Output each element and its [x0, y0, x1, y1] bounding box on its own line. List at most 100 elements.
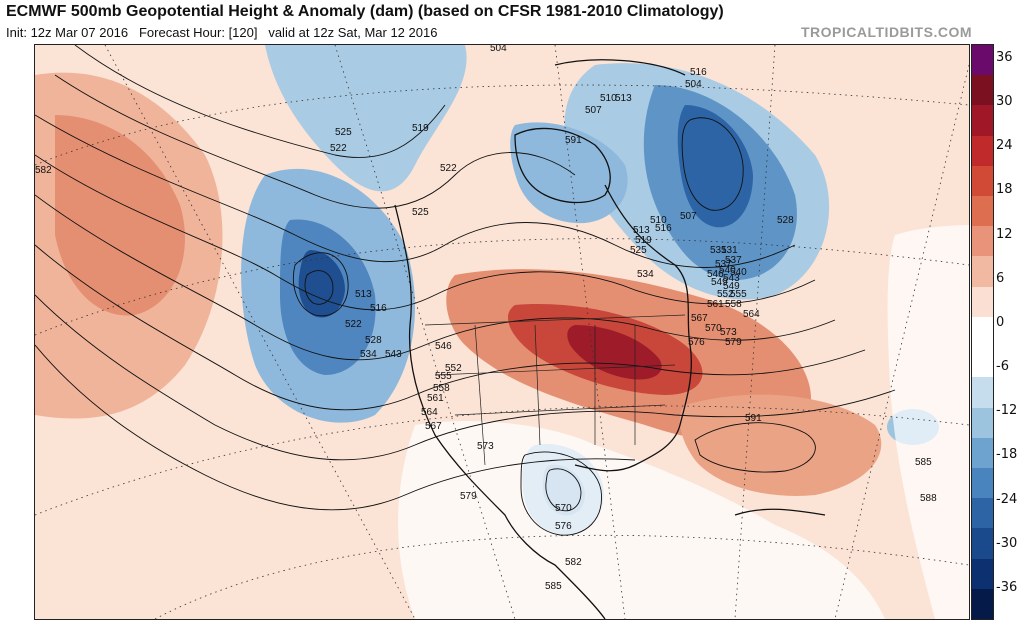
contour-label: 534: [637, 269, 654, 280]
colorbar-segment: [972, 347, 993, 378]
contour-label: 543: [723, 273, 740, 284]
colorbar-tick-label: -12: [996, 403, 1018, 419]
state-borders: [424, 314, 686, 466]
contour-label: 525: [335, 127, 352, 138]
height-contours: [35, 45, 896, 536]
contour-closed-high: [694, 422, 816, 473]
contour-line: [74, 45, 446, 158]
map-title: ECMWF 500mb Geopotential Height & Anomal…: [6, 3, 724, 20]
contour-line: [54, 74, 576, 209]
anomaly-cold-north: [265, 45, 467, 192]
colorbar-segment: [972, 165, 993, 197]
contour-label: 507: [585, 105, 602, 116]
colorbar-segment: [972, 558, 993, 590]
contour-label: 540: [719, 265, 736, 276]
grid-line: [734, 45, 776, 619]
contour-label: 573: [720, 327, 737, 338]
contour-label: 558: [433, 383, 450, 394]
border-line: [474, 324, 486, 466]
contour-label: 552: [717, 289, 734, 300]
contour-closed-low: [304, 270, 334, 305]
border-line: [534, 324, 541, 446]
forecast-hour: Forecast Hour: [120]: [138, 25, 258, 40]
colorbar-segment: [972, 105, 993, 137]
contour-label: 570: [705, 323, 722, 334]
anomaly-neutral-east: [887, 225, 969, 619]
contour-label: 522: [330, 143, 347, 154]
colorbar-segment: [972, 45, 993, 76]
contour-label: 522: [345, 319, 362, 330]
init-time: Init: 12z Mar 07 2016: [6, 25, 129, 40]
colorbar-tick-label: 30: [996, 94, 1013, 110]
contour-label: 516: [370, 303, 387, 314]
contour-closed-low: [545, 468, 582, 512]
anomaly-warm-pacific-core: [55, 115, 185, 316]
contour-label: 531: [710, 245, 727, 256]
colorbar-tick-label: -6: [996, 359, 1009, 375]
contour-closed-low: [681, 117, 744, 211]
contour-label: 582: [35, 165, 52, 176]
contour-label: 543: [385, 349, 402, 360]
colorbar-segment: [972, 316, 993, 348]
contour-label: 522: [440, 163, 457, 174]
contour-label: 582: [565, 557, 582, 568]
colorbar-tick-label: -36: [996, 579, 1018, 595]
contour-label: 585: [915, 457, 932, 468]
contour-label: 564: [421, 407, 438, 418]
colorbar-tick-label: -24: [996, 491, 1018, 507]
contour-label: 546: [435, 341, 452, 352]
contour-label: 564: [743, 309, 760, 320]
contour-line: [35, 344, 636, 511]
grid-line: [334, 45, 516, 619]
colorbar-segment: [972, 588, 993, 620]
contour-label: 573: [477, 441, 494, 452]
contour-line: [35, 114, 796, 268]
coastline-hudson-bay: [514, 127, 611, 204]
contour-label: 510: [600, 93, 617, 104]
contour-label: 558: [725, 299, 742, 310]
contour-label: 561: [707, 299, 724, 310]
anomaly-map: 504 516 504 510 513 507 525 519 522 582 522 525 591 5…: [34, 44, 970, 620]
colorbar-tick-label: -30: [996, 535, 1018, 551]
colorbar-segment: [972, 498, 993, 529]
colorbar-tick-label: 18: [996, 182, 1013, 198]
colorbar-tick-label: 36: [996, 50, 1013, 65]
contour-label: 525: [630, 245, 647, 256]
contour-label: 504: [685, 79, 702, 90]
colorbar-segment: [972, 286, 993, 318]
colorbar-tick-label: 0: [996, 314, 1005, 330]
anomaly-warm-atlantic: [679, 394, 882, 496]
contour-label: 579: [460, 491, 477, 502]
coastline-cuba: [734, 508, 826, 516]
contour-label: 507: [680, 211, 697, 222]
contour-label: 588: [920, 493, 937, 504]
border-line: [454, 404, 666, 416]
contour-label: 591: [745, 413, 762, 424]
colorbar-segment: [972, 256, 993, 288]
contour-label: 561: [427, 393, 444, 404]
contour-label: 513: [633, 225, 650, 236]
colorbar-segment: [972, 196, 993, 227]
contour-label: 546: [707, 269, 724, 280]
contour-line: [35, 154, 816, 311]
contour-closed-low: [520, 451, 602, 536]
colorbar-segment: [972, 135, 993, 167]
colorbar-tick-label: 24: [996, 138, 1013, 154]
contour-label: 576: [555, 521, 572, 532]
coastline-atlantic: [574, 184, 693, 472]
contour-label: 555: [435, 371, 452, 382]
contour-label: 576: [688, 337, 705, 348]
latlon-grid: [35, 45, 969, 619]
contour-label: 525: [412, 207, 429, 218]
grid-line: [834, 64, 969, 619]
colorbar-segment: [972, 467, 993, 499]
contour-label: 537: [725, 255, 742, 266]
colorbar-segment: [972, 226, 993, 257]
coastline-arctic: [554, 59, 686, 76]
colorbar-segment: [972, 437, 993, 469]
contour-label: 567: [425, 421, 442, 432]
contour-label: 570: [555, 503, 572, 514]
contour-label: 528: [777, 215, 794, 226]
